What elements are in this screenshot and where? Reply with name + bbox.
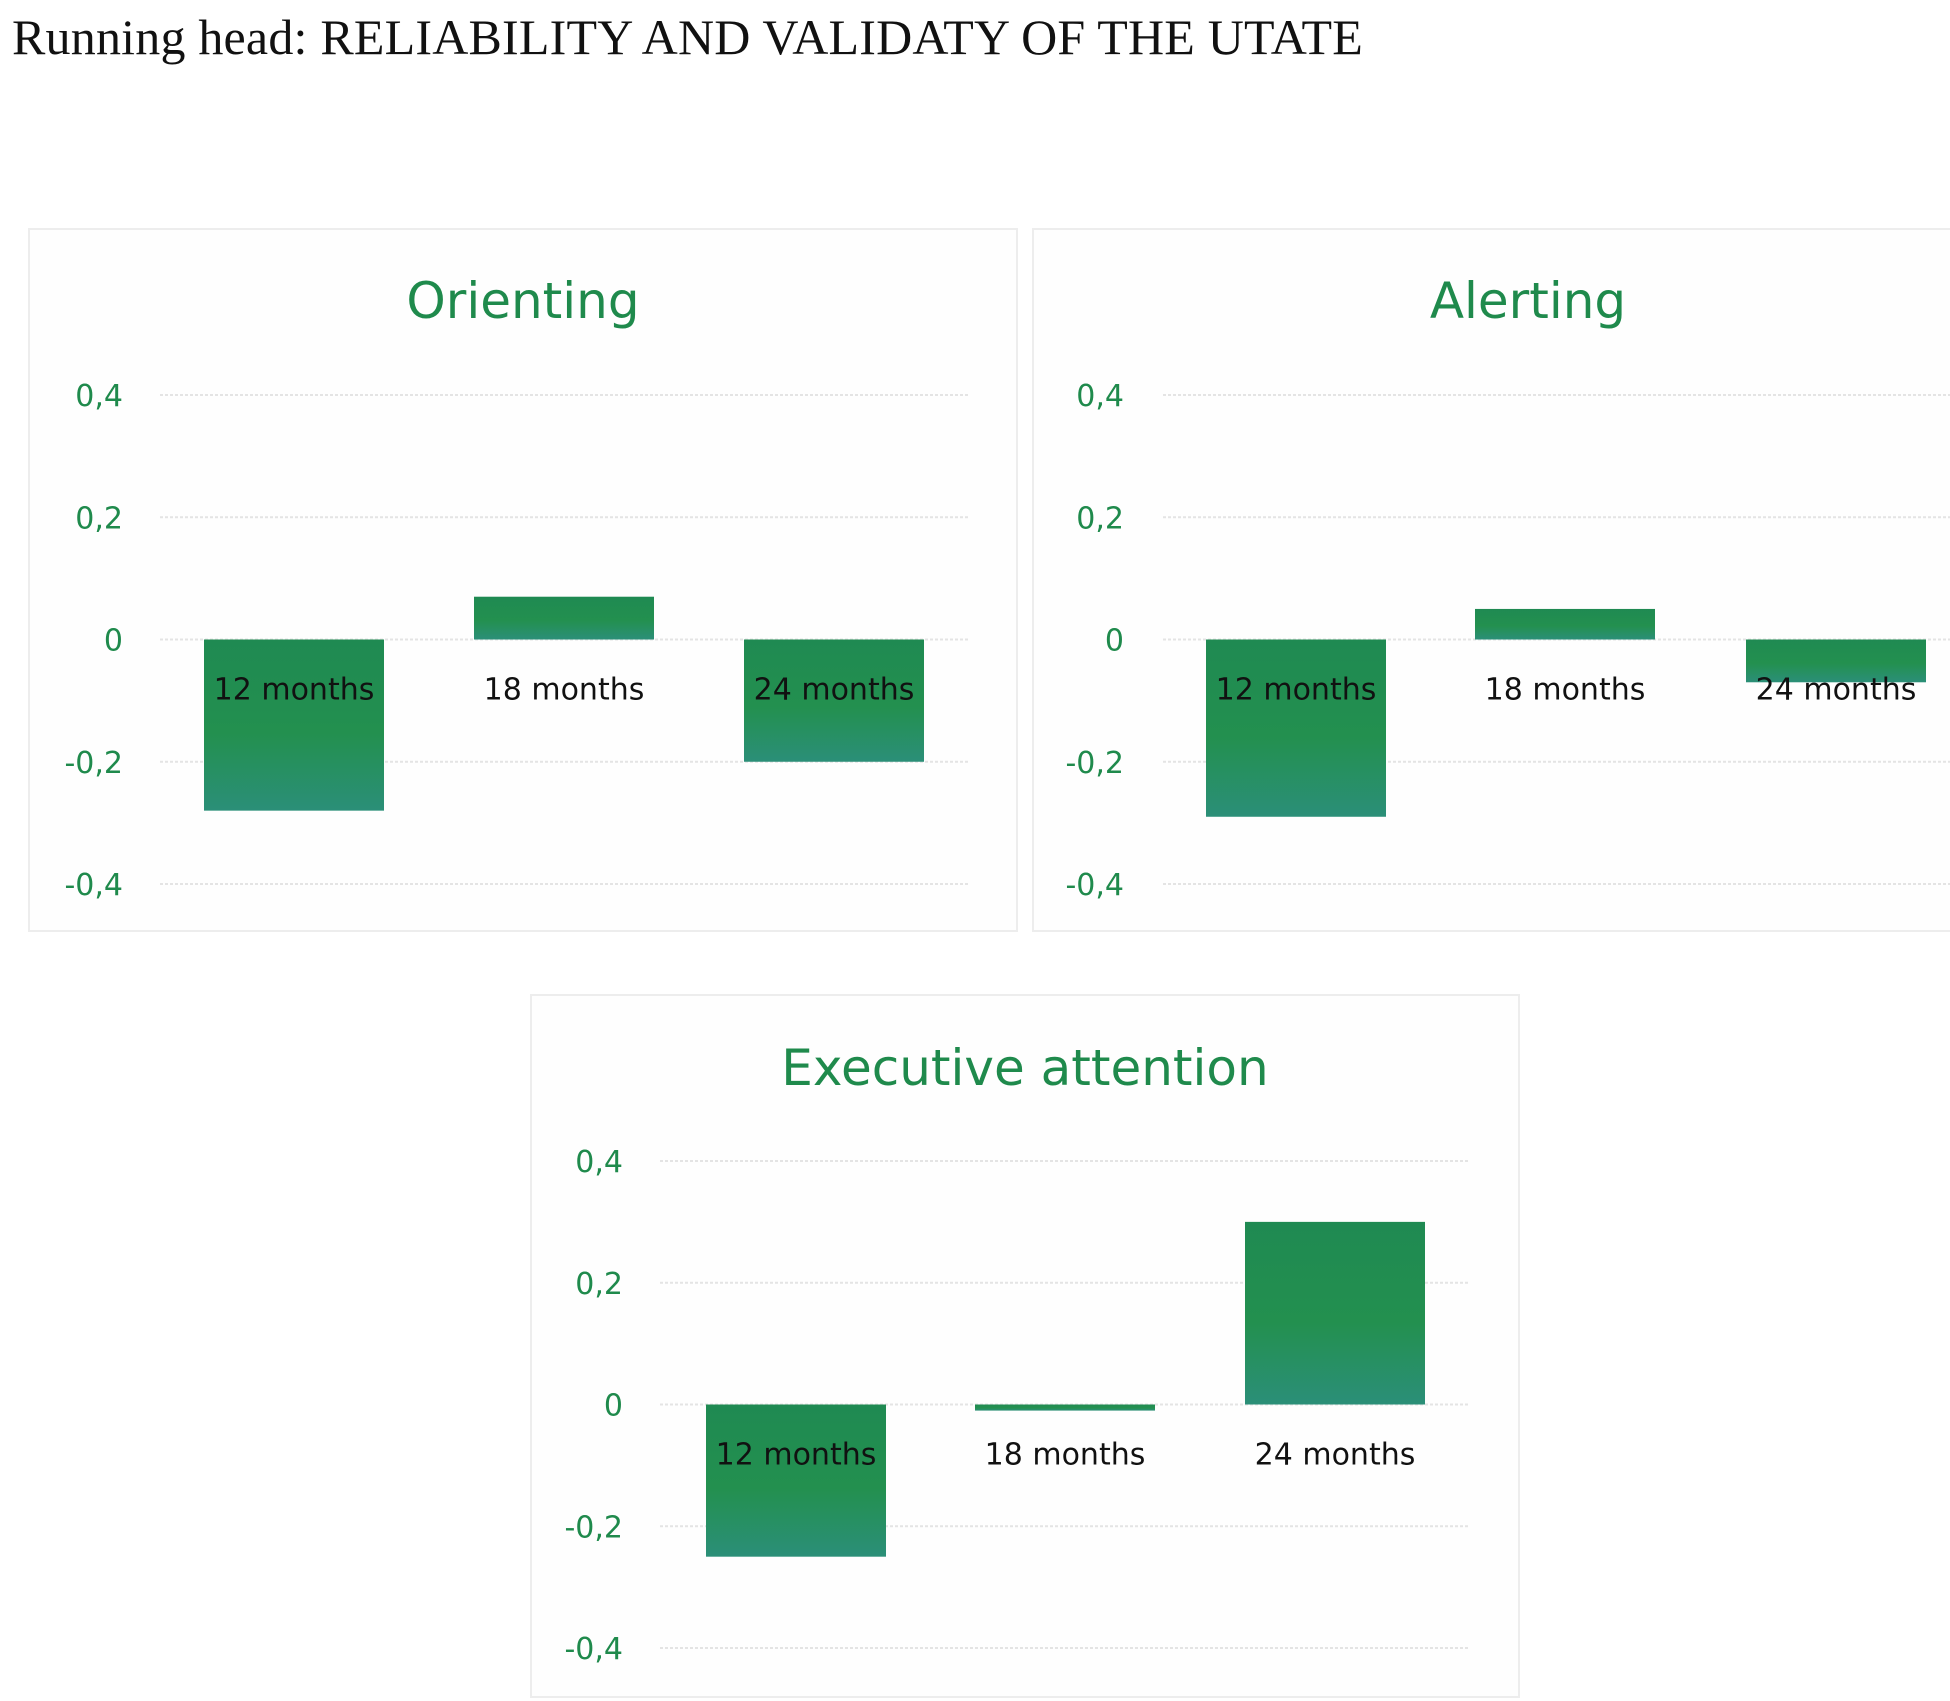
y-tick-label: 0,2 [575, 1267, 623, 1302]
chart-title: Alerting [1430, 272, 1626, 330]
chart-panel-alerting [1032, 228, 1950, 932]
category-label-12-months: 12 months [214, 673, 375, 708]
y-tick-label: 0,4 [75, 379, 123, 414]
chart-executive-attention: Executive attention 0,4 0,2 0 -0,2 -0,4 12 mon… [564, 1039, 1470, 1667]
bar-18-months [1475, 608, 1655, 640]
running-head: Running head: RELIABILITY AND VALIDATY O… [12, 9, 1363, 65]
category-label-12-months: 12 months [716, 1438, 877, 1473]
y-tick-label: 0 [104, 624, 123, 659]
bar-24-months [1245, 1221, 1425, 1405]
category-label-12-months: 12 months [1216, 673, 1377, 708]
chart-alerting: Alerting 0,4 0,2 0 -0,2 -0,4 12 months 18 month… [1065, 272, 1950, 903]
bar-24-months [744, 639, 924, 762]
y-tick-label: -0,2 [64, 746, 123, 781]
y-tick-label: -0,4 [564, 1632, 623, 1667]
chart-orienting: Orienting 0,4 0,2 0 -0,2 -0,4 12 months 18 mont… [64, 272, 970, 903]
category-label-24-months: 24 months [1255, 1438, 1416, 1473]
category-label-24-months: 24 months [754, 673, 915, 708]
bar-12-months [706, 1404, 886, 1557]
y-tick-label: -0,4 [64, 868, 123, 903]
y-tick-label: 0,4 [1076, 379, 1124, 414]
y-tick-label: 0,2 [1076, 501, 1124, 536]
y-tick-label: -0,2 [564, 1510, 623, 1545]
y-tick-label: 0 [1105, 624, 1124, 659]
bar-18-months [474, 596, 654, 640]
chart-title: Executive attention [781, 1039, 1268, 1097]
bar-12-months [204, 639, 384, 811]
y-tick-label: 0 [604, 1389, 623, 1424]
y-tick-label: -0,2 [1065, 746, 1124, 781]
bar-24-months [1746, 639, 1926, 683]
bar-12-months [1206, 639, 1386, 817]
category-label-24-months: 24 months [1756, 673, 1917, 708]
category-label-18-months: 18 months [484, 673, 645, 708]
category-label-18-months: 18 months [1485, 673, 1646, 708]
y-tick-label: -0,4 [1065, 868, 1124, 903]
bar-18-months [975, 1404, 1155, 1411]
y-tick-label: 0,4 [575, 1145, 623, 1180]
chart-title: Orienting [406, 272, 639, 330]
chart-panel-orienting [28, 228, 1018, 932]
y-tick-label: 0,2 [75, 501, 123, 536]
category-label-18-months: 18 months [985, 1438, 1146, 1473]
